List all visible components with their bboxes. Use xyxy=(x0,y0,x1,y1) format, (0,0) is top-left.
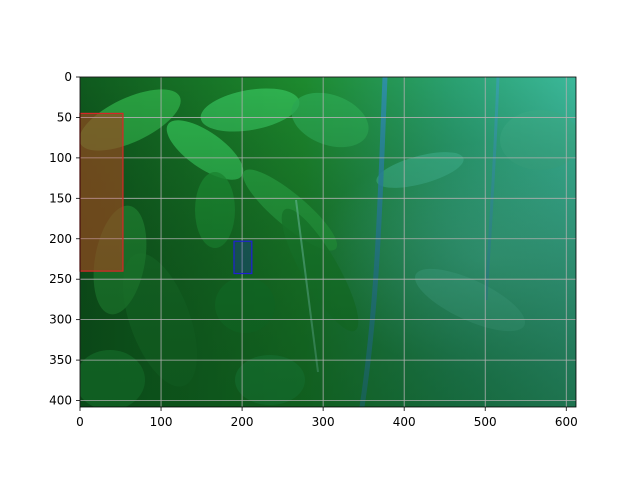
x-tick-label: 200 xyxy=(231,415,254,429)
y-tick-label: 100 xyxy=(49,151,72,165)
bounding-box xyxy=(79,112,124,272)
axes-frame xyxy=(79,76,577,408)
y-tick-label: 350 xyxy=(49,353,72,367)
x-axis: 0 100 200 300 400 500 600 xyxy=(76,407,578,429)
x-tick-label: 600 xyxy=(555,415,578,429)
bounding-box xyxy=(233,240,253,275)
x-tick-label: 300 xyxy=(312,415,335,429)
x-tick-label: 0 xyxy=(76,415,84,429)
annotation-boxes xyxy=(79,112,253,275)
x-tick-label: 400 xyxy=(393,415,416,429)
y-tick-label: 250 xyxy=(49,272,72,286)
y-axis: 0 50 100 150 200 250 300 350 400 xyxy=(49,70,80,408)
y-tick-label: 150 xyxy=(49,191,72,205)
y-tick-label: 400 xyxy=(49,394,72,408)
y-tick-label: 200 xyxy=(49,232,72,246)
y-tick-label: 0 xyxy=(64,70,72,84)
y-tick-label: 300 xyxy=(49,313,72,327)
x-tick-label: 500 xyxy=(474,415,497,429)
plant-photo-image xyxy=(80,77,576,407)
grid-lines xyxy=(80,77,576,407)
x-tick-label: 100 xyxy=(150,415,173,429)
y-tick-label: 50 xyxy=(57,110,72,124)
